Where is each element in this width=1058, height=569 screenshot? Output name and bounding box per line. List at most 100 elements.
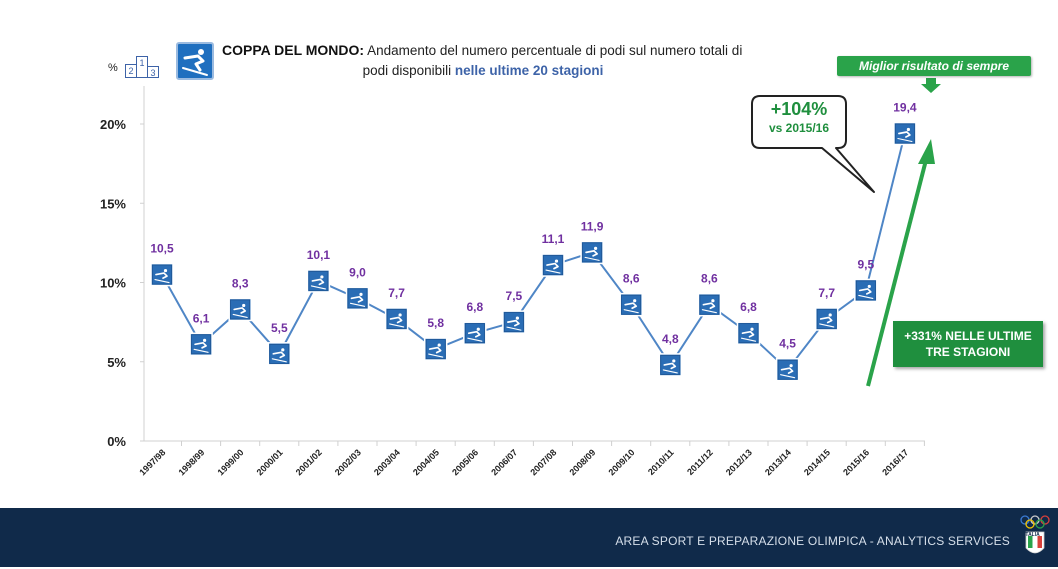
marker-inner-border [855,280,876,301]
x-tick-label: 2010/11 [646,447,676,477]
marker-inner-border [386,309,407,329]
marker-skier-head [242,303,246,308]
marker-inner-border [621,294,642,315]
marker-skier-head [633,299,637,303]
marker-skier-head [594,246,598,250]
bubble-percent: +104% [770,99,828,119]
x-tick-label: 2016/17 [880,447,910,477]
marker-inner-border [230,299,250,320]
data-point-marker [893,121,917,146]
marker-skier-head [476,327,480,331]
marker-skier-ski [897,137,913,143]
marker-inner-border [347,288,368,309]
marker-skier-head [437,343,441,347]
x-tick-label: 2013/14 [763,447,793,477]
x-tick-label: 2007/08 [528,447,558,477]
marker-box [854,278,878,303]
marker-inner-border [464,323,485,344]
growth-arrow-head [918,139,935,164]
marker-skier-body [389,316,403,324]
bubble-comparison: vs 2015/16 [768,121,830,135]
footer-text: AREA SPORT E PREPARAZIONE OLIMPICA - ANA… [615,534,1010,548]
data-label: 10,1 [307,248,331,262]
y-tick-label: 15% [100,196,126,211]
marker-skier-body [741,330,755,338]
data-point-marker [814,307,839,331]
x-tick-label: 2006/07 [489,447,519,477]
marker-skier-head [906,127,910,132]
chart-title: COPPA DEL MONDO: Andamento del numero pe… [178,40,818,81]
marker-skier-ski [584,256,600,261]
marker-skier-body [624,302,638,310]
marker-skier-body [311,278,325,286]
title-bold: COPPA DEL MONDO: [222,42,365,58]
data-point-marker [541,253,565,277]
marker-inner-border [152,264,172,285]
marker-box [423,337,448,361]
x-tick-label: 2015/16 [841,447,871,477]
data-point-marker [854,278,878,303]
marker-skier-head [320,275,324,279]
x-tick-label: 1999/00 [216,447,246,477]
x-tick-label: 1998/99 [176,447,206,477]
speech-bubble: +104% vs 2015/16 [752,98,846,136]
y-tick-label: 10% [100,276,126,291]
marker-inner-border [543,255,563,275]
data-label: 8,3 [232,276,249,290]
marker-box [502,310,526,334]
marker-skier-ski [858,294,874,299]
data-point-marker [619,292,643,317]
marker-inner-border [425,339,446,359]
marker-skier-body [780,367,794,375]
marker-skier-head [359,292,363,296]
marker-box [228,297,252,322]
chart-annotations [751,78,941,387]
data-label: 4,8 [662,332,679,346]
marker-box [150,262,174,287]
marker-skier-head [867,284,871,289]
marker-inner-border [777,359,798,380]
data-point-marker [502,310,526,334]
data-label: 7,7 [818,286,835,300]
marker-box [697,292,722,317]
marker-inner-border [191,334,211,355]
data-point-marker [384,307,409,331]
marker-inner-border [582,242,602,263]
marker-box [463,321,487,345]
marker-inner-border [699,294,720,315]
data-label: 5,5 [271,321,288,335]
marker-box [893,121,917,146]
marker-skier-body [233,307,247,314]
marker-inner-border [816,309,837,329]
marker-skier-ski [389,323,405,328]
marker-skier-body [546,262,559,270]
marker-box [345,286,370,311]
chart-series: 10,5 6,1 8,3 5,5 10,1 9,0 7,7 5,8 6,8 7,5 11,1 11,9… [150,101,917,382]
marker-skier-head [203,338,207,342]
x-tick-label: 2001/02 [294,447,324,477]
marker-skier-ski [428,353,444,358]
x-tick-label: 2005/06 [450,447,480,477]
marker-skier-body [858,288,872,295]
marker-skier-ski [545,269,561,274]
marker-box [267,342,292,366]
marker-skier-ski [349,302,366,307]
x-tick-label: 2008/09 [567,447,597,477]
marker-skier-body [898,131,911,138]
marker-skier-body [428,346,442,354]
marker-skier-head [711,299,715,303]
skier-icon [176,42,214,80]
marker-box [541,253,565,277]
marker-skier-ski [193,348,209,353]
coni-logo: ITALIA [1018,514,1052,564]
marker-skier-head [828,313,832,317]
data-point-marker [463,321,487,345]
marker-skier-head [515,316,519,320]
marker-skier-ski [662,369,678,374]
marker-skier-body [702,302,716,310]
data-label: 7,7 [388,286,405,300]
data-label: 6,8 [740,300,757,314]
data-label: 10,5 [150,242,174,256]
marker-skier-body [819,316,833,324]
marker-box [736,321,761,345]
